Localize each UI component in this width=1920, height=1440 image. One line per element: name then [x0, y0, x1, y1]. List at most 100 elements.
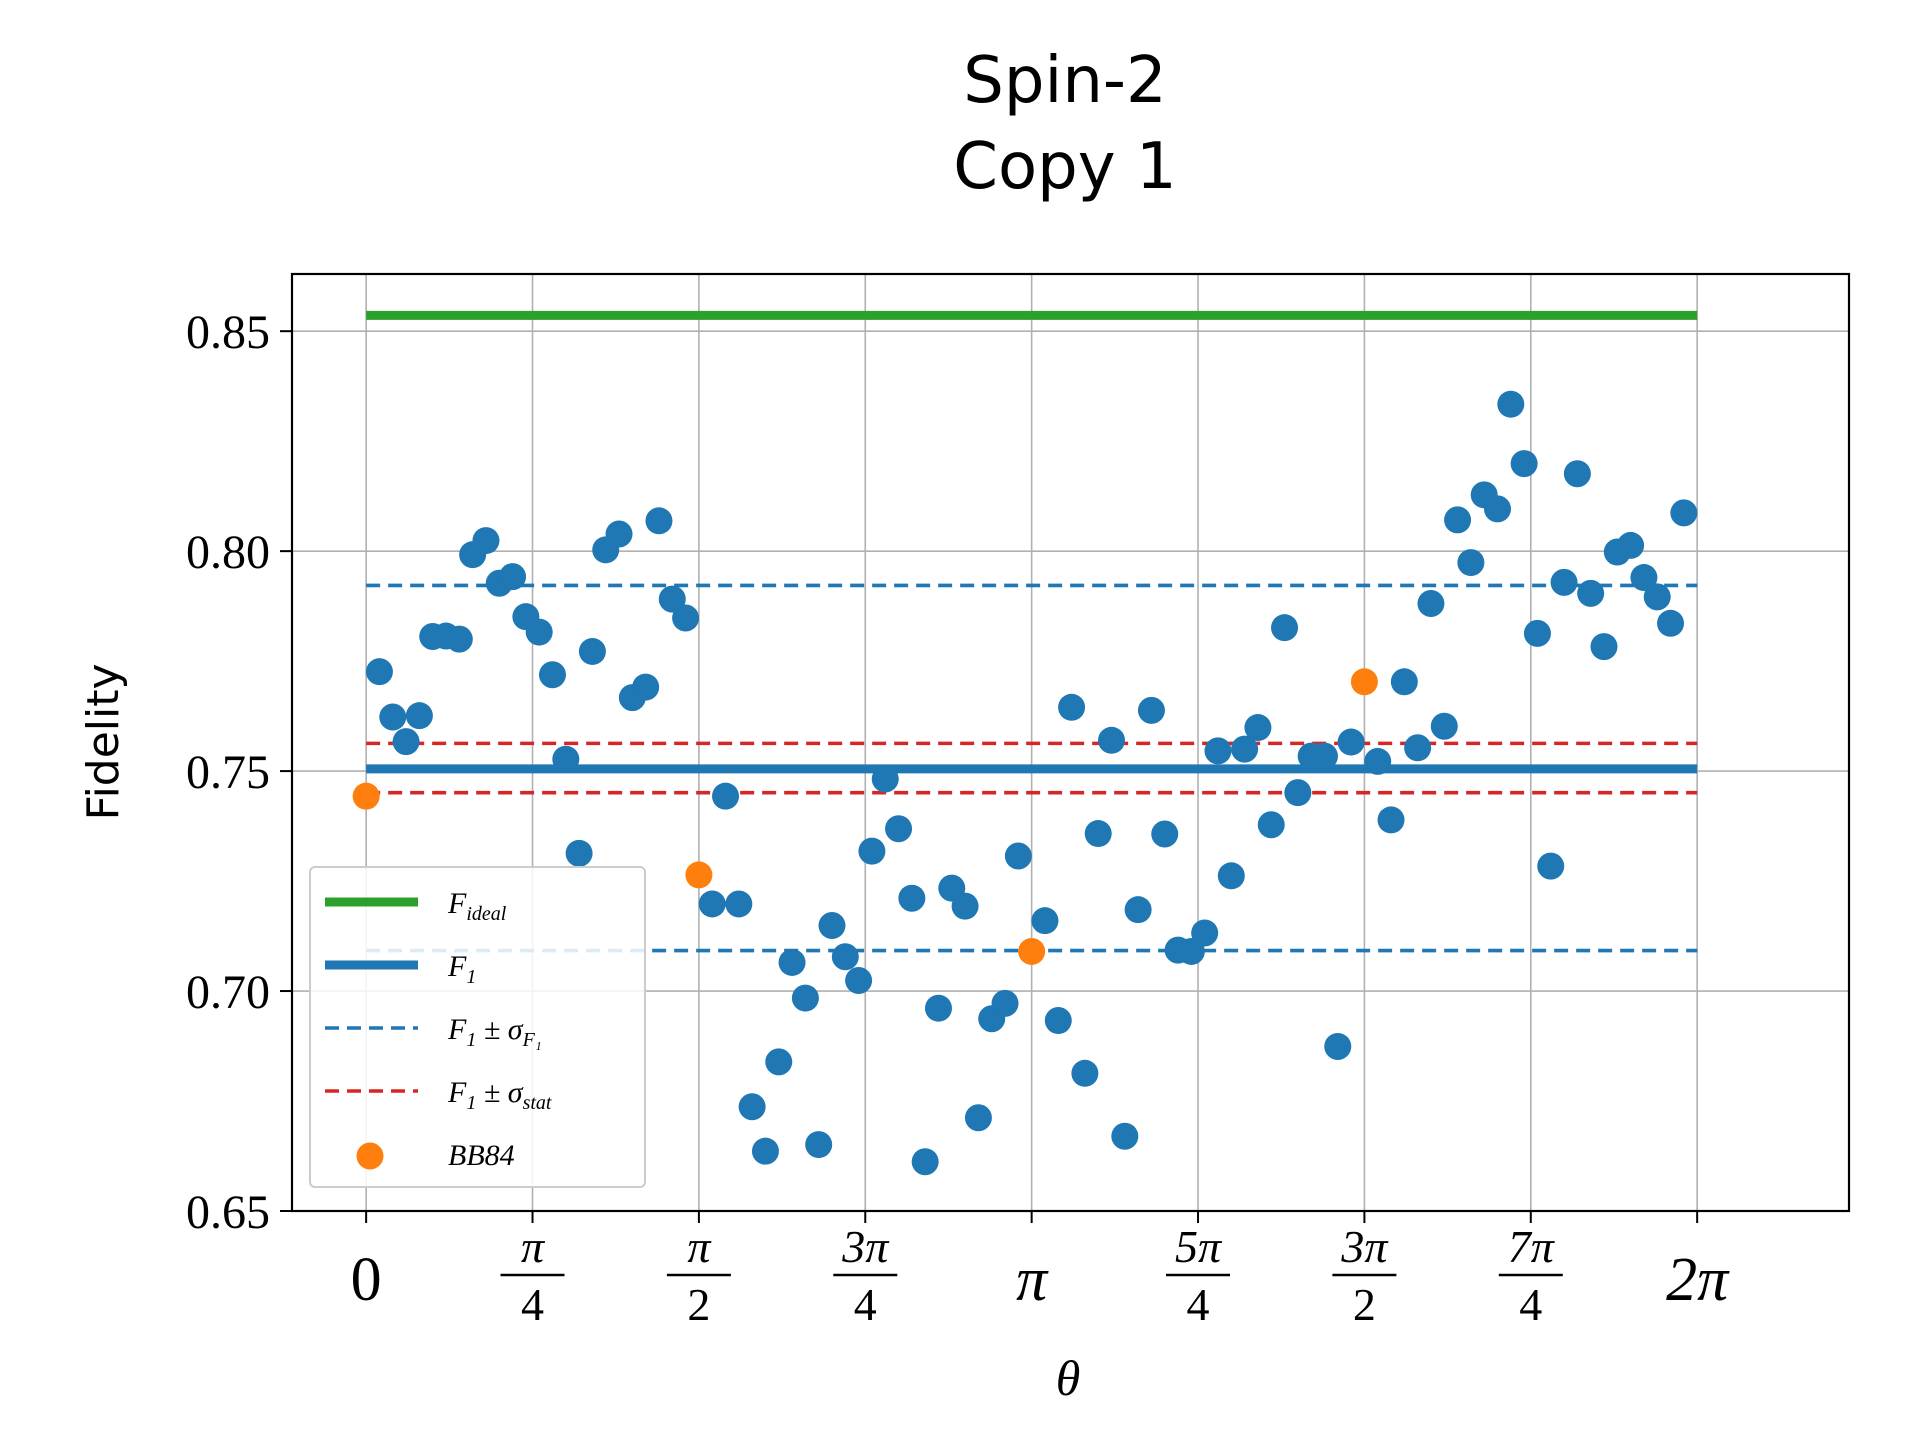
x-tick-denominator: 4	[854, 1279, 877, 1330]
data-point	[499, 563, 527, 591]
bb84-point	[1350, 668, 1378, 696]
data-point	[1204, 737, 1232, 765]
data-point	[911, 1148, 939, 1176]
x-tick-denominator: 2	[1353, 1279, 1376, 1330]
data-point	[1231, 735, 1259, 763]
data-point	[725, 890, 753, 918]
legend-label-bb84: BB84	[448, 1139, 515, 1172]
data-point	[871, 765, 899, 793]
data-point	[765, 1048, 793, 1076]
data-points	[352, 390, 1698, 1176]
data-point	[565, 839, 593, 867]
y-tick-label: 0.70	[186, 966, 270, 1019]
data-point	[365, 658, 393, 686]
data-point	[1124, 896, 1152, 924]
data-point	[1310, 742, 1338, 770]
data-point	[991, 989, 1019, 1017]
data-point	[805, 1131, 833, 1159]
data-point	[1377, 806, 1405, 834]
chart-title-line2: Copy 1	[953, 130, 1176, 204]
data-point	[605, 520, 633, 548]
data-point	[632, 673, 660, 701]
x-tick-label: 2π	[1666, 1246, 1730, 1314]
bb84-point	[685, 861, 713, 889]
x-tick-numerator: 5π	[1175, 1221, 1223, 1272]
data-point	[1324, 1032, 1352, 1060]
data-point	[1111, 1122, 1139, 1150]
data-point	[1510, 450, 1538, 478]
data-point	[552, 745, 580, 773]
data-point	[1497, 390, 1525, 418]
axis-ticks: 0.65 0.70 0.75 0.80 0.85 0 π 4 π 2 3π 4 π 5π 4 3π 2 7π 4 2π	[186, 306, 1730, 1330]
data-point	[392, 728, 420, 756]
data-point	[1590, 633, 1618, 661]
data-point	[698, 890, 726, 918]
data-point	[672, 604, 700, 632]
legend-label-f1: F1	[447, 950, 476, 988]
y-tick-label: 0.80	[186, 526, 270, 579]
chart-title-line1: Spin-2	[963, 44, 1166, 118]
data-point	[1244, 714, 1272, 742]
x-tick-numerator: π	[521, 1221, 546, 1272]
data-point	[1257, 811, 1285, 839]
data-point	[964, 1104, 992, 1132]
x-axis-label: θ	[1056, 1350, 1081, 1406]
data-point	[1643, 583, 1671, 611]
data-point	[791, 984, 819, 1012]
data-point	[1563, 460, 1591, 488]
y-tick-label: 0.85	[186, 306, 270, 359]
data-point	[1430, 712, 1458, 740]
data-point	[738, 1093, 766, 1121]
data-point	[1550, 568, 1578, 596]
data-point	[778, 948, 806, 976]
data-point	[1004, 842, 1032, 870]
data-point	[818, 912, 846, 940]
legend-box	[309, 866, 646, 1188]
data-point	[1084, 820, 1112, 848]
plot-frame	[290, 272, 1851, 1213]
x-tick-numerator: π	[687, 1221, 712, 1272]
x-tick-denominator: 4	[521, 1279, 544, 1330]
data-point	[1337, 728, 1365, 756]
data-point	[1417, 589, 1445, 617]
data-point	[538, 661, 566, 689]
data-point	[1044, 1007, 1072, 1035]
data-point	[658, 585, 686, 613]
data-point	[1390, 668, 1418, 696]
x-tick-numerator: 7π	[1508, 1221, 1556, 1272]
data-point	[1058, 693, 1086, 721]
y-tick-label: 0.65	[186, 1186, 270, 1239]
data-point	[1523, 619, 1551, 647]
data-point	[845, 966, 873, 994]
data-point	[831, 943, 859, 971]
x-tick-label: 0	[351, 1246, 382, 1314]
bb84-point	[352, 782, 380, 810]
data-point	[445, 625, 473, 653]
x-tick-denominator: 2	[687, 1279, 710, 1330]
data-point	[885, 815, 913, 843]
data-point	[1364, 747, 1392, 775]
y-tick-label: 0.75	[186, 746, 270, 799]
data-point	[1670, 499, 1698, 527]
data-point	[858, 837, 886, 865]
x-tick-denominator: 4	[1519, 1279, 1542, 1330]
data-point	[898, 884, 926, 912]
data-point	[1151, 820, 1179, 848]
data-point	[1483, 495, 1511, 523]
data-point	[1137, 696, 1165, 724]
y-axis-label: Fidelity	[78, 663, 129, 820]
x-tick-denominator: 4	[1187, 1279, 1210, 1330]
data-point	[1071, 1059, 1099, 1087]
legend-label-ideal: Fideal	[447, 887, 507, 925]
data-point	[645, 507, 673, 535]
bb84-point	[1018, 937, 1046, 965]
data-point	[1657, 609, 1685, 637]
data-point	[405, 702, 433, 730]
data-point	[1444, 506, 1472, 534]
legend-label-sigma_stat: F1 ± σstat	[447, 1076, 552, 1114]
x-tick-label: π	[1016, 1246, 1049, 1314]
data-point	[1577, 579, 1605, 607]
data-point	[951, 892, 979, 920]
